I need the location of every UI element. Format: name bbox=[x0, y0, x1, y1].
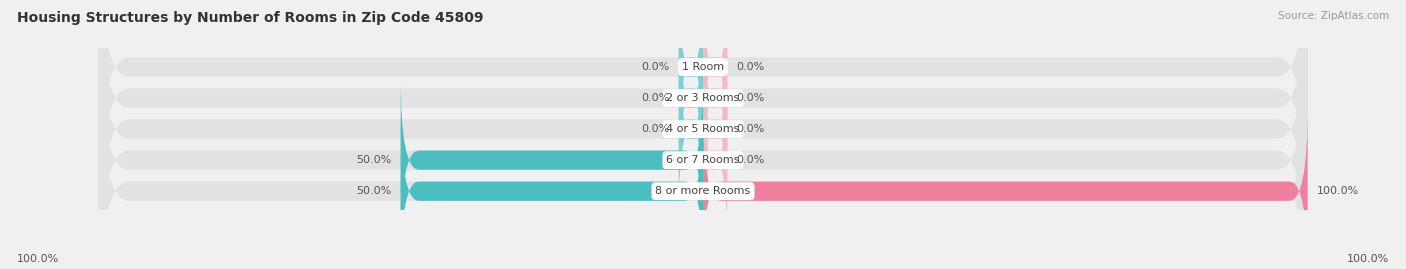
Text: 0.0%: 0.0% bbox=[737, 62, 765, 72]
Text: 6 or 7 Rooms: 6 or 7 Rooms bbox=[666, 155, 740, 165]
Text: 0.0%: 0.0% bbox=[641, 124, 669, 134]
Text: 1 Room: 1 Room bbox=[682, 62, 724, 72]
Legend: Owner-occupied, Renter-occupied: Owner-occupied, Renter-occupied bbox=[576, 266, 830, 269]
Text: 0.0%: 0.0% bbox=[737, 155, 765, 165]
Text: 0.0%: 0.0% bbox=[641, 93, 669, 103]
Text: 2 or 3 Rooms: 2 or 3 Rooms bbox=[666, 93, 740, 103]
FancyBboxPatch shape bbox=[98, 0, 1308, 213]
Text: 8 or more Rooms: 8 or more Rooms bbox=[655, 186, 751, 196]
FancyBboxPatch shape bbox=[401, 77, 703, 244]
FancyBboxPatch shape bbox=[679, 15, 703, 182]
FancyBboxPatch shape bbox=[703, 15, 727, 182]
FancyBboxPatch shape bbox=[703, 46, 727, 213]
FancyBboxPatch shape bbox=[679, 0, 703, 151]
Text: 100.0%: 100.0% bbox=[1347, 254, 1389, 264]
Text: 100.0%: 100.0% bbox=[17, 254, 59, 264]
Text: 0.0%: 0.0% bbox=[737, 124, 765, 134]
Text: 0.0%: 0.0% bbox=[737, 93, 765, 103]
FancyBboxPatch shape bbox=[98, 0, 1308, 269]
Text: Housing Structures by Number of Rooms in Zip Code 45809: Housing Structures by Number of Rooms in… bbox=[17, 11, 484, 25]
FancyBboxPatch shape bbox=[703, 77, 727, 244]
FancyBboxPatch shape bbox=[98, 15, 1308, 269]
FancyBboxPatch shape bbox=[679, 46, 703, 213]
Text: 4 or 5 Rooms: 4 or 5 Rooms bbox=[666, 124, 740, 134]
Text: Source: ZipAtlas.com: Source: ZipAtlas.com bbox=[1278, 11, 1389, 21]
Text: 0.0%: 0.0% bbox=[641, 62, 669, 72]
FancyBboxPatch shape bbox=[98, 0, 1308, 244]
FancyBboxPatch shape bbox=[703, 0, 727, 151]
FancyBboxPatch shape bbox=[98, 46, 1308, 269]
FancyBboxPatch shape bbox=[703, 108, 1308, 269]
Text: 50.0%: 50.0% bbox=[356, 186, 392, 196]
FancyBboxPatch shape bbox=[401, 108, 703, 269]
Text: 100.0%: 100.0% bbox=[1316, 186, 1358, 196]
Text: 50.0%: 50.0% bbox=[356, 155, 392, 165]
